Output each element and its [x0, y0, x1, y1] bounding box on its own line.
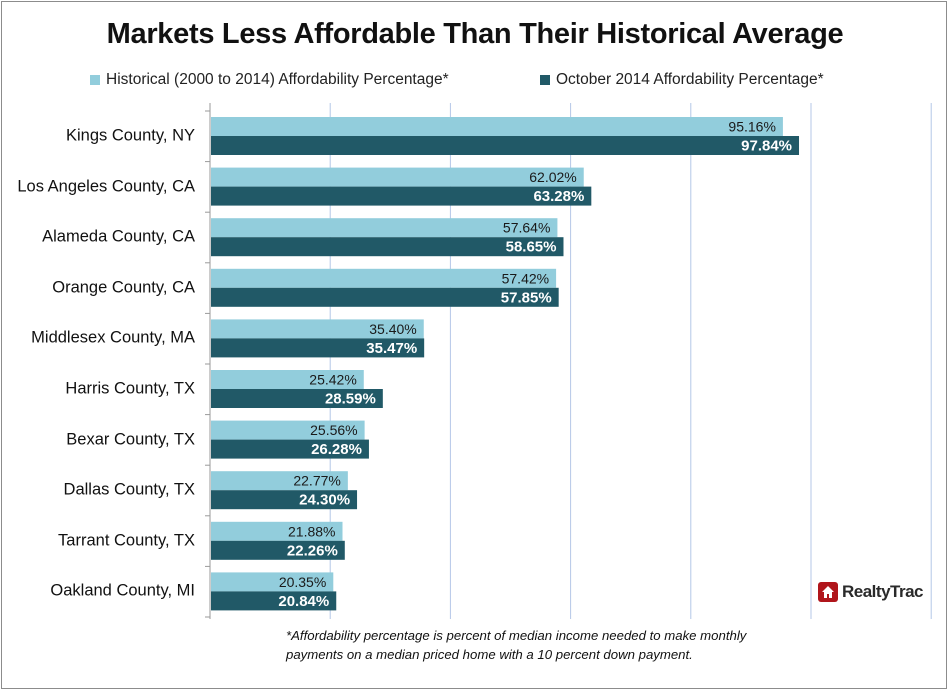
bar-october: [211, 439, 369, 459]
legend-label-october: October 2014 Affordability Percentage*: [556, 71, 824, 88]
realtytrac-logo: RealtyTrac: [818, 582, 924, 602]
bar-october: [211, 591, 337, 611]
footnote: *Affordability percentage is percent of …: [286, 626, 826, 664]
data-label-october: 35.47%: [366, 340, 417, 357]
legend-item-october: October 2014 Affordability Percentage*: [540, 71, 824, 89]
data-label-historical: 57.64%: [503, 220, 550, 236]
data-label-october: 26.28%: [311, 441, 362, 458]
data-label-october: 58.65%: [506, 239, 557, 256]
legend-item-historical: Historical (2000 to 2014) Affordability …: [90, 71, 449, 89]
bar-october: [211, 287, 559, 307]
bar-october: [211, 186, 592, 206]
data-label-october: 63.28%: [533, 188, 584, 205]
category-label: Alameda County, CA: [42, 227, 195, 246]
bar-historical: [211, 319, 424, 339]
bar-historical: [211, 420, 365, 440]
bar-october: [211, 389, 383, 408]
category-label: Kings County, NY: [65, 126, 195, 145]
bar-historical: [211, 370, 364, 389]
data-label-october: 22.26%: [287, 542, 338, 559]
category-label: Dallas County, TX: [63, 480, 195, 499]
bar-october: [211, 338, 425, 358]
category-label: Bexar County, TX: [66, 430, 195, 449]
category-label: Los Angeles County, CA: [17, 177, 195, 196]
bar-historical: [211, 572, 334, 592]
bar-october: [211, 136, 800, 155]
category-label: Middlesex County, MA: [31, 328, 195, 347]
house-icon: [818, 582, 838, 602]
legend-swatch-october: [540, 75, 550, 85]
data-label-historical: 57.42%: [502, 270, 549, 286]
data-label-historical: 62.02%: [529, 169, 576, 185]
category-label: Tarrant County, TX: [58, 531, 195, 550]
legend-label-historical: Historical (2000 to 2014) Affordability …: [106, 71, 449, 88]
data-label-historical: 20.35%: [279, 574, 326, 590]
data-label-historical: 22.77%: [293, 473, 340, 489]
chart-title: Markets Less Affordable Than Their Histo…: [106, 18, 844, 50]
category-label: Orange County, CA: [52, 278, 195, 297]
bar-historical: [211, 218, 558, 238]
bar-historical: [211, 167, 584, 187]
category-label: Oakland County, MI: [50, 581, 195, 600]
bar-historical: [211, 268, 557, 288]
footnote-line-2: payments on a median priced home with a …: [286, 647, 693, 662]
data-label-october: 97.84%: [741, 138, 792, 155]
data-label-historical: 21.88%: [288, 523, 335, 539]
bar-historical: [211, 521, 343, 541]
data-label-october: 57.85%: [501, 289, 552, 306]
data-label-historical: 95.16%: [728, 119, 775, 135]
data-label-october: 20.84%: [278, 593, 329, 610]
bar-historical: [211, 117, 783, 136]
footnote-line-1: *Affordability percentage is percent of …: [286, 628, 747, 643]
data-label-historical: 25.56%: [310, 422, 357, 438]
bar-historical: [211, 471, 348, 491]
bar-october: [211, 490, 358, 510]
data-label-historical: 25.42%: [309, 372, 356, 388]
data-label-historical: 35.40%: [369, 321, 416, 337]
data-label-october: 28.59%: [325, 391, 376, 408]
data-label-october: 24.30%: [299, 492, 350, 509]
bar-october: [211, 237, 564, 257]
logo-text: RealtyTrac: [842, 582, 924, 601]
bar-october: [211, 540, 345, 560]
category-label: Harris County, TX: [65, 379, 195, 398]
legend-swatch-historical: [90, 75, 100, 85]
